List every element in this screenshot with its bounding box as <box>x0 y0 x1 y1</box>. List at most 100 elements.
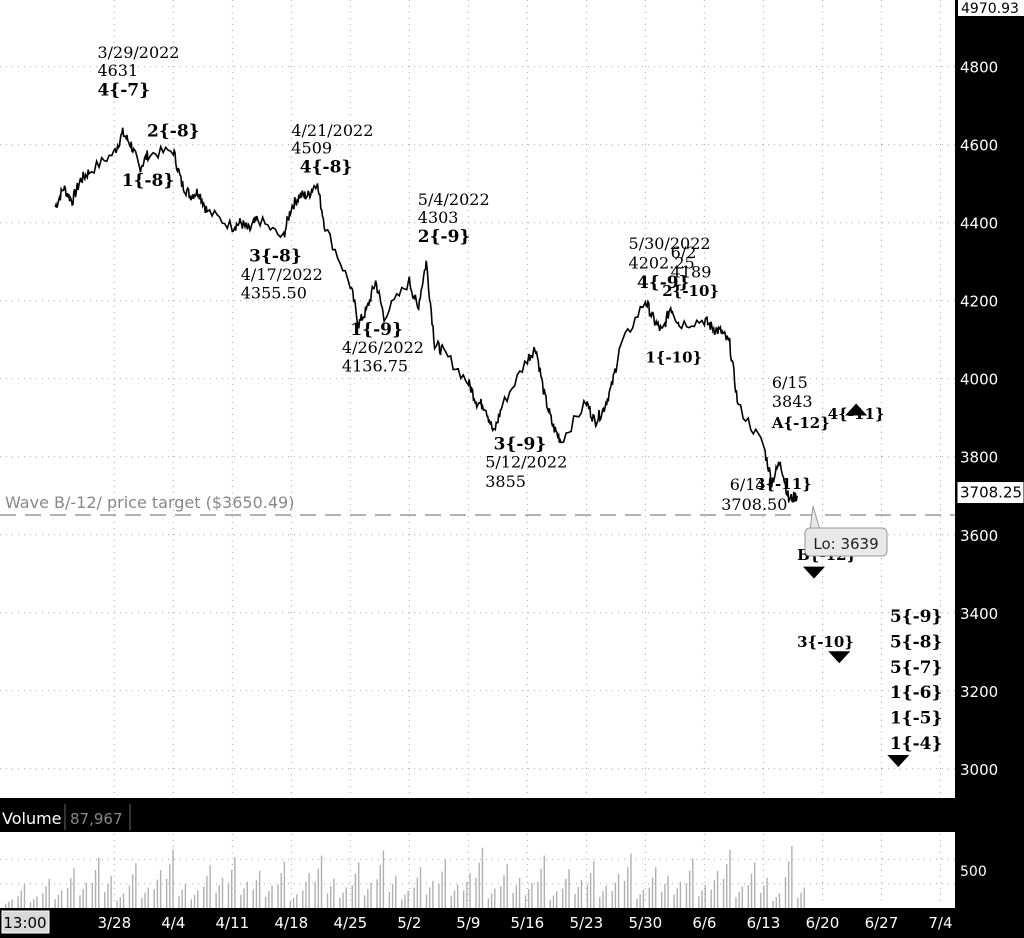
volume-bar <box>169 864 171 908</box>
wave-annotation: 4355.50 <box>241 283 307 302</box>
volume-bar <box>524 895 527 908</box>
y-tick-label: 3600 <box>960 527 998 545</box>
volume-bar <box>314 881 316 908</box>
volume-bar <box>763 885 765 908</box>
volume-bar <box>29 902 32 908</box>
volume-bar <box>283 861 286 908</box>
volume-bar <box>391 883 394 908</box>
volume-bar <box>388 891 391 908</box>
volume-bar <box>401 899 403 908</box>
volume-bar <box>218 885 221 908</box>
low-price-label: Lo: 3639 <box>813 535 878 553</box>
volume-bar <box>475 877 477 908</box>
volume-bar <box>605 885 607 908</box>
volume-bar <box>636 898 638 908</box>
volume-bar <box>32 899 35 908</box>
y-tick-label: 4800 <box>960 59 998 77</box>
volume-bar <box>206 875 208 908</box>
volume-bar <box>716 871 719 908</box>
volume-bar <box>54 899 56 908</box>
volume-bar <box>713 880 716 908</box>
y-tick-label: 3400 <box>960 605 998 623</box>
volume-bar <box>617 874 620 908</box>
x-tick-label: 5/23 <box>570 914 604 932</box>
volume-bar <box>128 885 131 908</box>
volume-bar <box>667 875 669 908</box>
volume-bar <box>685 883 688 908</box>
volume-bar <box>750 873 753 908</box>
volume-bar <box>376 879 378 908</box>
volume-bar <box>481 847 484 908</box>
down-arrow-marker <box>828 651 851 664</box>
volume-bar <box>116 900 118 908</box>
volume-bar <box>280 873 282 908</box>
wave-annotation: 4631 <box>97 61 138 80</box>
volume-bar <box>651 877 654 908</box>
x-tick-label: 4/18 <box>274 914 308 932</box>
volume-bar <box>478 862 480 908</box>
wave-annotation: 6/15 <box>772 373 808 392</box>
volume-bar <box>726 864 728 908</box>
wave-annotation: 3{-9} <box>494 434 547 454</box>
y-tick-label: 4600 <box>960 137 998 155</box>
volume-bar <box>599 896 601 908</box>
volume-bar <box>367 889 369 908</box>
volume-bar <box>518 877 521 908</box>
volume-bar <box>766 877 768 908</box>
time-axis[interactable]: 3/28 4/4 4/11 4/18 4/25 5/2 5/9 5/16 5/23 5/30 6/6… <box>97 914 952 932</box>
volume-bar <box>494 888 496 908</box>
volume-bar <box>413 887 415 908</box>
volume-bar <box>153 889 155 908</box>
wave-annotation: 3843 <box>772 392 813 411</box>
volume-bar <box>741 886 744 908</box>
volume-bar <box>648 887 651 908</box>
volume-bar <box>363 895 366 908</box>
wave-annotation: 4/26/2022 <box>342 338 424 357</box>
wave-annotation: 4136.75 <box>342 356 408 375</box>
x-tick-label: 5/30 <box>629 914 663 932</box>
price-axis[interactable]: 3000 3200 3400 3600 3800 4000 4200 4400 4600 4800 <box>960 59 998 779</box>
volume-bar <box>561 888 564 908</box>
wave-annotation: 5/4/2022 <box>418 190 490 209</box>
volume-bar <box>215 892 217 908</box>
volume-bar <box>73 868 75 908</box>
wave-annotation: 1{-8} <box>122 171 175 191</box>
volume-bar <box>330 886 332 908</box>
wave-annotation: 5{-9} <box>890 607 943 627</box>
volume-bar <box>147 887 149 908</box>
volume-bar <box>444 859 446 908</box>
volume-bar <box>36 896 38 908</box>
volume-bars <box>5 845 805 908</box>
volume-axis-tick: 500 <box>960 864 987 880</box>
volume-bar <box>193 894 196 908</box>
volume-bar <box>407 890 409 908</box>
volume-bar <box>438 883 440 908</box>
volume-bar <box>243 888 245 908</box>
volume-bar <box>20 890 22 908</box>
x-tick-label: 5/2 <box>397 914 421 932</box>
target-line-layer: Wave B/-12/ price target ($3650.49) <box>0 493 955 516</box>
volume-bar <box>586 884 589 908</box>
down-arrow-marker <box>802 566 825 579</box>
wave-annotation: 1{-6} <box>890 683 943 703</box>
volume-bar <box>85 882 88 908</box>
volume-bar <box>660 891 663 908</box>
volume-bar <box>268 891 270 908</box>
wave-annotation: 4{-9} <box>637 273 690 293</box>
volume-bar <box>537 881 539 908</box>
volume-bar <box>778 893 781 908</box>
volume-bar <box>611 891 613 908</box>
volume-bar <box>379 865 381 908</box>
volume-bar <box>416 877 419 908</box>
volume-bar <box>676 888 678 908</box>
wave-annotation: 4/17/2022 <box>241 265 323 284</box>
volume-bar <box>425 894 428 908</box>
down-arrow-marker <box>887 754 910 767</box>
wave-annotation: 6/14 <box>730 475 766 494</box>
volume-bar <box>797 897 799 908</box>
volume-bar <box>333 878 335 908</box>
volume-bar <box>710 889 712 908</box>
wave-annotation: 4{-11} <box>828 405 885 423</box>
